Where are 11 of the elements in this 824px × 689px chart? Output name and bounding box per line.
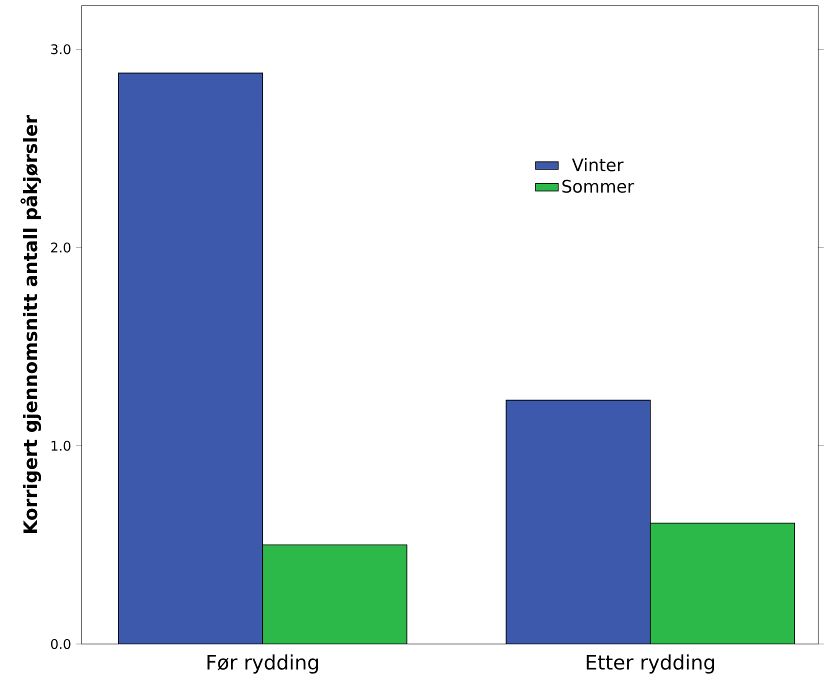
bar: [262, 544, 408, 644]
y-tick-label: 3.0: [51, 44, 70, 54]
y-tick-label: 2.0: [51, 242, 70, 253]
legend-label: Sommer: [562, 180, 634, 193]
x-tick-label: Før rydding: [208, 654, 318, 674]
x-tick-label: Etter rydding: [586, 654, 714, 674]
y-axis-title: Korrigert gjennomsnitt antall påkjørsler: [20, 115, 42, 534]
y-tick-label: 1.0: [52, 440, 70, 451]
bar: [650, 522, 795, 644]
legend-label: Vinter: [572, 158, 624, 172]
y-tick-label: 0.0: [51, 639, 70, 650]
